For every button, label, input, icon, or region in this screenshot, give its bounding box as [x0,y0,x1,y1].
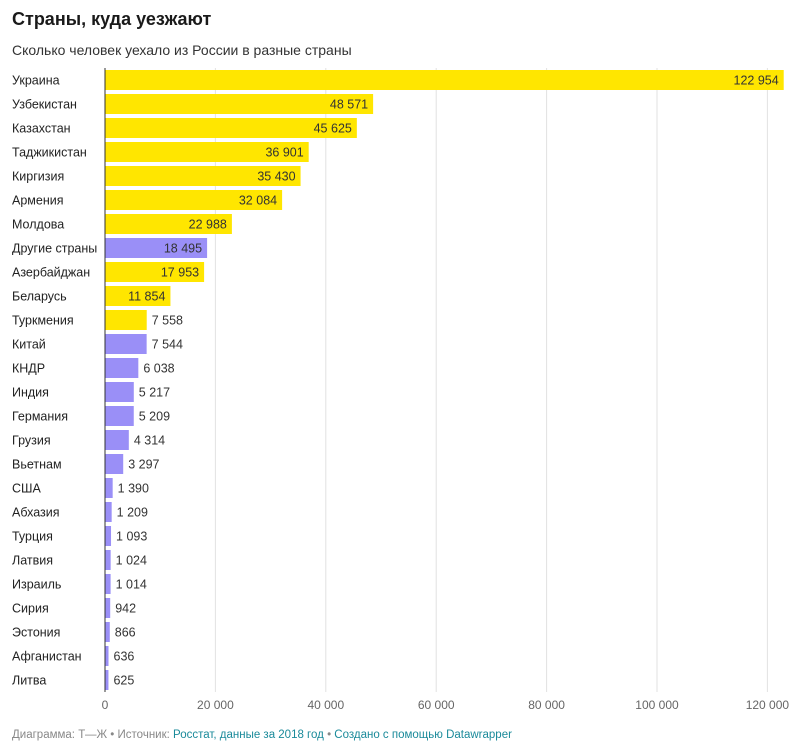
bar [105,430,129,450]
footer-source-label: Источник: [117,729,170,741]
bar [105,262,205,282]
category-label: Азербайджан [12,266,90,280]
bar [105,382,134,402]
x-tick-label: 100 000 [635,698,679,712]
bar [105,622,110,642]
value-label: 32 084 [239,194,277,208]
category-label: Эстония [12,626,60,640]
category-label: Казахстан [12,122,71,136]
value-label: 17 953 [161,266,199,280]
value-label: 1 093 [116,530,147,544]
chart-title: Страны, куда уезжают [12,9,212,29]
footer-separator: • [327,729,332,741]
bar [105,550,111,570]
bar [105,238,208,258]
category-label: США [12,482,41,496]
category-label: Турция [12,530,53,544]
value-label: 6 038 [143,362,174,376]
bar [105,358,139,378]
chart-subtitle: Сколько человек уехало из России в разны… [12,42,352,58]
bar [105,70,784,90]
category-label: Литва [12,674,46,688]
category-label: Вьетнам [12,458,62,472]
x-tick-label: 20 000 [197,698,234,712]
category-label: Армения [12,194,64,208]
bar [105,142,309,162]
bar [105,502,112,522]
category-label: КНДР [12,362,45,376]
footer-datawrapper-link[interactable]: Создано с помощью Datawrapper [334,729,512,741]
category-label: Другие страны [12,242,97,256]
bar [105,286,171,306]
bar [105,670,109,690]
footer-credit: Диаграмма: Т—Ж [12,729,108,741]
bar [105,598,111,618]
value-label: 625 [113,674,134,688]
category-label: Киргизия [12,170,64,184]
bar [105,214,232,234]
category-label: Грузия [12,434,51,448]
x-tick-label: 80 000 [528,698,565,712]
value-label: 35 430 [257,170,295,184]
category-label: Китай [12,338,46,352]
footer-source-link[interactable]: Росстат, данные за 2018 год [173,729,324,741]
value-label: 5 209 [139,410,170,424]
chart-footer: Диаграмма: Т—Ж • Источник: Росстат, данн… [12,729,512,741]
x-tick-label: 60 000 [418,698,455,712]
bar [105,334,147,354]
category-label: Израиль [12,578,61,592]
value-label: 942 [115,602,136,616]
value-label: 22 988 [189,218,227,232]
value-label: 866 [115,626,136,640]
x-tick-label: 0 [102,698,109,712]
bar [105,310,147,330]
value-label: 48 571 [330,98,368,112]
bar [105,454,124,474]
bar [105,190,283,210]
value-label: 5 217 [139,386,170,400]
category-label: Молдова [12,218,64,232]
value-label: 11 854 [128,290,165,304]
category-label: Латвия [12,554,53,568]
bar [105,526,112,546]
category-label: Сирия [12,602,49,616]
category-label: Германия [12,410,68,424]
value-label: 1 014 [116,578,147,592]
category-label: Афганистан [12,650,82,664]
category-label: Беларусь [12,290,67,304]
category-label: Украина [12,74,60,88]
value-label: 122 954 [734,74,779,88]
category-label: Узбекистан [12,98,77,112]
bar [105,478,113,498]
value-label: 45 625 [314,122,352,136]
value-label: 1 209 [117,506,148,520]
value-label: 7 558 [152,314,183,328]
bar [105,406,134,426]
bar [105,94,374,114]
value-label: 1 390 [118,482,149,496]
footer-separator: • [110,729,115,741]
category-label: Туркмения [12,314,74,328]
value-label: 7 544 [152,338,183,352]
value-label: 3 297 [128,458,159,472]
category-label: Индия [12,386,49,400]
x-tick-label: 120 000 [746,698,790,712]
x-tick-label: 40 000 [307,698,344,712]
bar [105,118,357,138]
bar-chart: Украина 122 954 Узбекистан 48 571 Казахстан 4… [12,68,790,712]
category-label: Абхазия [12,506,60,520]
value-label: 636 [114,650,135,664]
bar [105,166,301,186]
value-label: 1 024 [116,554,147,568]
category-label: Таджикистан [12,146,87,160]
bar [105,574,111,594]
bar [105,646,109,666]
value-label: 36 901 [265,146,303,160]
value-label: 18 495 [164,242,202,256]
value-label: 4 314 [134,434,165,448]
